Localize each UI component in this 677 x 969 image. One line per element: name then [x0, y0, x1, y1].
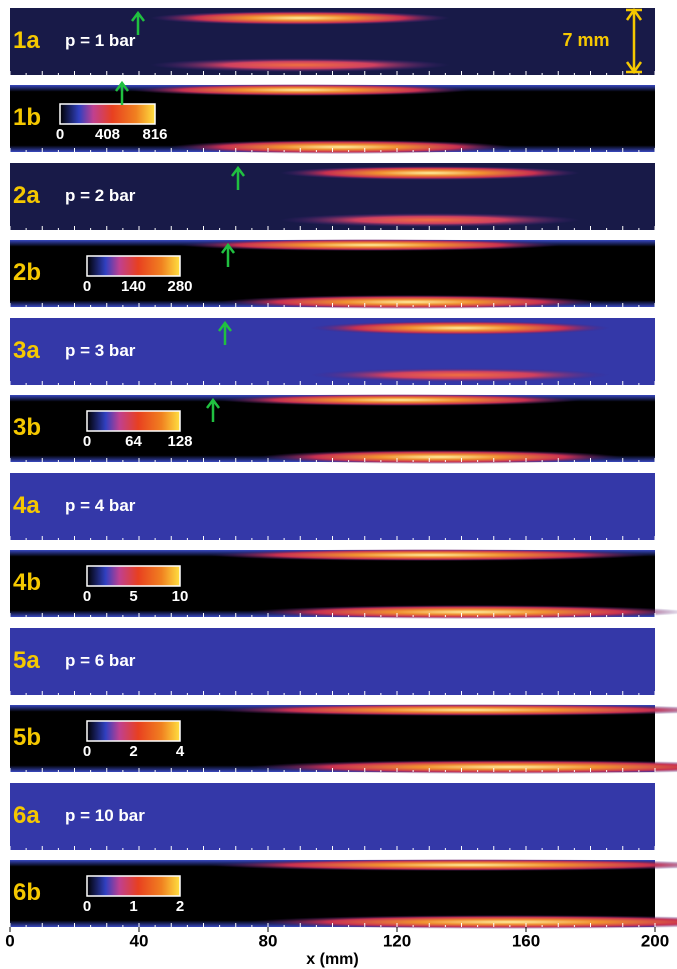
panel-label: 6b [13, 879, 41, 906]
panel-label: 6a [13, 802, 40, 829]
panel-label: 2b [13, 259, 41, 286]
colorbar [87, 411, 180, 431]
panel-label: 5a [13, 647, 40, 674]
panel: 2b 0 140 280 [10, 239, 655, 309]
colorbar-tick-label: 0 [56, 126, 64, 143]
colorbar-tick-label: 0 [83, 898, 91, 915]
panel: 1a p = 1 bar [10, 8, 655, 75]
colorbar-tick-label: 4 [176, 743, 185, 760]
colorbar-tick-label: 0 [83, 588, 91, 605]
x-tick-label: 40 [130, 931, 149, 950]
emission-top [310, 321, 610, 335]
figure: 1ap = 1 bar1b04088162ap = 2 bar2b0140280… [0, 0, 677, 969]
pressure-label: p = 2 bar [65, 186, 136, 205]
colorbar-tick-label: 0 [83, 433, 91, 450]
colorbar-tick-label: 2 [129, 743, 137, 760]
colorbar-tick-label: 5 [129, 588, 137, 605]
emission-bottom [280, 213, 580, 227]
panel-label: 1a [13, 27, 40, 54]
x-tick-label: 120 [383, 931, 411, 950]
emission-bottom [220, 295, 600, 309]
emission-bottom [170, 140, 510, 154]
panel-label: 5b [13, 724, 41, 751]
panel: 5a p = 6 bar [10, 628, 655, 695]
emission-top [220, 394, 580, 406]
panel-label: 4b [13, 569, 41, 596]
colorbar [87, 876, 180, 896]
panel-label: 4a [13, 492, 40, 519]
colorbar [87, 721, 180, 741]
pressure-label: p = 3 bar [65, 341, 136, 360]
panel-label: 3b [13, 414, 41, 441]
colorbar [87, 256, 180, 276]
x-tick-label: 160 [512, 931, 540, 950]
colorbar [87, 566, 180, 586]
pressure-label: p = 10 bar [65, 806, 145, 825]
panel: 1b 0 408 816 [10, 83, 655, 154]
x-tick-label: 80 [259, 931, 278, 950]
panel: 2a p = 2 bar [10, 163, 655, 230]
panel: 5b 0 2 4 [10, 704, 677, 774]
emission-top [280, 166, 580, 180]
colorbar-tick-label: 816 [142, 126, 167, 143]
panel: 6b 0 1 2 [10, 859, 677, 929]
x-tick-label: 0 [5, 931, 14, 950]
panel: 4a p = 4 bar [10, 473, 655, 540]
emission-top [210, 549, 650, 561]
colorbar-tick-label: 2 [176, 898, 184, 915]
pressure-label: p = 4 bar [65, 496, 136, 515]
colorbar-tick-label: 280 [167, 278, 192, 295]
panel-label: 1b [13, 104, 41, 131]
panel-label: 3a [13, 337, 40, 364]
emission-bottom [310, 368, 610, 382]
colorbar-tick-label: 0 [83, 278, 91, 295]
x-axis-label: x (mm) [306, 951, 358, 968]
colorbar-tick-label: 408 [95, 126, 120, 143]
emission-top [130, 84, 470, 96]
colorbar-tick-label: 0 [83, 743, 91, 760]
colorbar-tick-label: 64 [125, 433, 142, 450]
pressure-label: p = 6 bar [65, 651, 136, 670]
x-tick-label: 200 [641, 931, 669, 950]
panel: 3b 0 64 128 [10, 394, 655, 464]
colorbar-tick-label: 128 [167, 433, 192, 450]
emission-bottom [150, 58, 450, 72]
panel: 3a p = 3 bar [10, 318, 655, 385]
panel-label: 2a [13, 182, 40, 209]
emission-top [150, 11, 450, 25]
pressure-label: p = 1 bar [65, 31, 136, 50]
panel: 4b 0 5 10 [10, 549, 677, 619]
panel: 6a p = 10 bar [10, 783, 655, 850]
emission-bottom [260, 450, 620, 464]
colorbar-tick-label: 140 [121, 278, 146, 295]
emission-bottom [250, 605, 677, 619]
colorbar [60, 104, 155, 124]
scale-bar-label: 7 mm [562, 30, 609, 50]
colorbar-tick-label: 1 [129, 898, 137, 915]
colorbar-tick-label: 10 [172, 588, 189, 605]
emission-top [180, 239, 560, 251]
